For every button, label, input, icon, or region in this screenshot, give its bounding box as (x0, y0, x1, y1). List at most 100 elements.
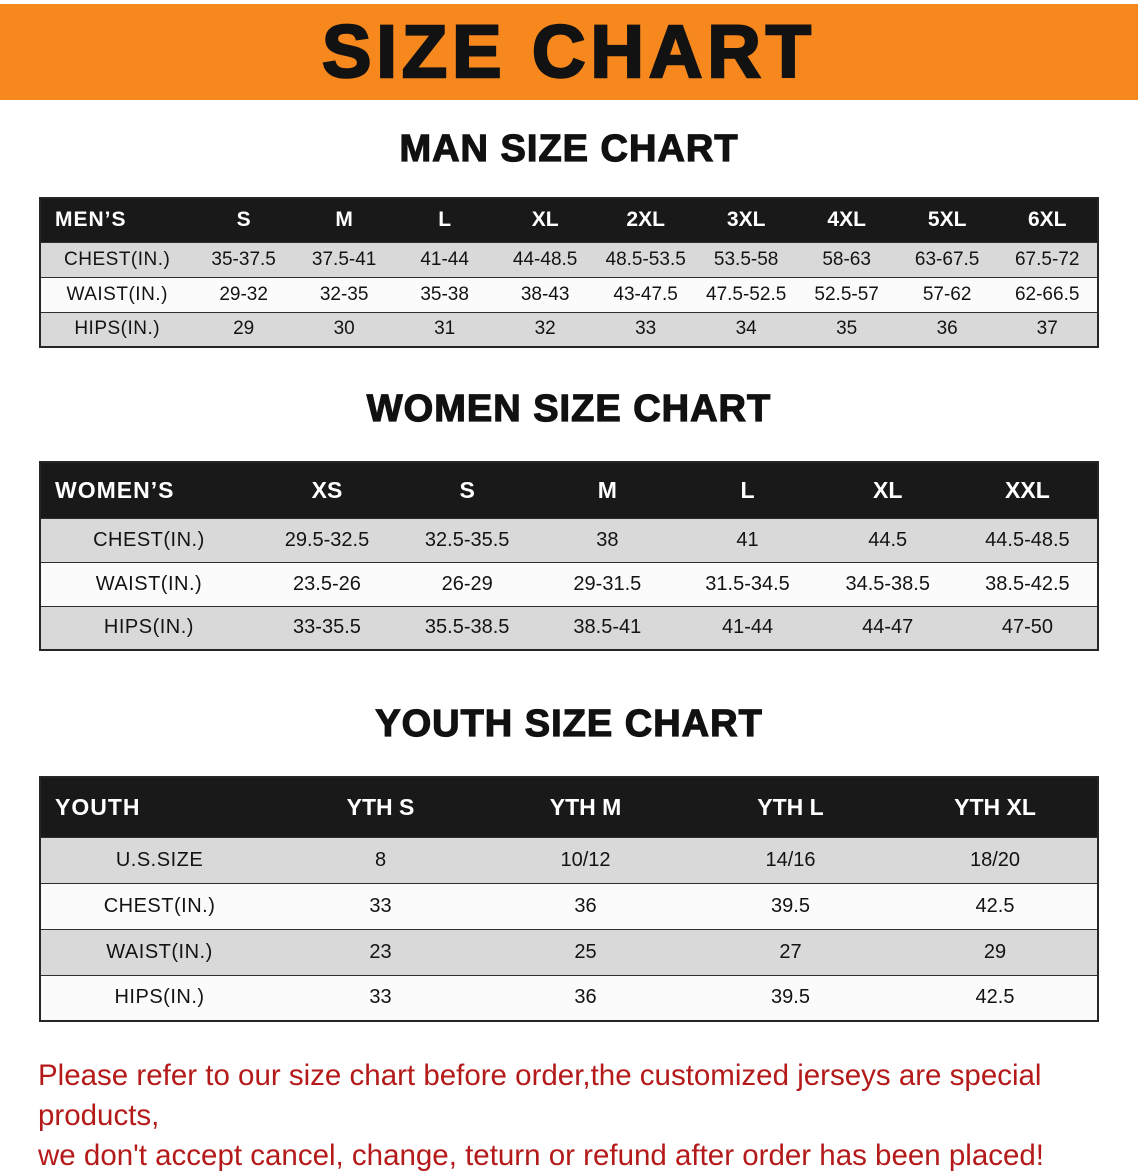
row-label: CHEST(IN.) (40, 517, 257, 563)
row-label: HIPS(IN.) (40, 311, 194, 348)
size-value: 23.5-26 (256, 561, 398, 607)
size-value: 42.5 (893, 882, 1098, 930)
table-row: WAIST(IN.) 29-32 32-35 35-38 38-43 43-47.5 47.… (40, 276, 1098, 313)
table-header-row: YOUTH YTH S YTH M YTH L YTH XL (40, 776, 1098, 838)
table-title-cell: MEN’S (40, 197, 194, 243)
size-value: 47.5-52.5 (695, 276, 797, 313)
disclaimer-line-2: we don't accept cancel, change, teturn o… (38, 1138, 1044, 1172)
youth-section: YOUTH SIZE CHART YOUTH YTH S YTH M YTH L YTH… (0, 702, 1138, 1022)
table-row: WAIST(IN.) 23 25 27 29 (40, 928, 1098, 976)
size-value: 37.5-41 (293, 241, 395, 278)
size-value: 27 (688, 928, 893, 976)
size-value: 39.5 (688, 882, 893, 930)
size-value: 33-35.5 (256, 605, 398, 651)
size-value: 33 (278, 974, 484, 1022)
table-row: HIPS(IN.) 33 36 39.5 42.5 (40, 974, 1098, 1022)
row-label: CHEST(IN.) (40, 241, 194, 278)
size-value: 36 (896, 311, 998, 348)
size-column-header: XXL (957, 461, 1098, 519)
size-value: 44-47 (817, 605, 958, 651)
banner: SIZE CHART (0, 4, 1138, 100)
row-label: HIPS(IN.) (40, 974, 279, 1022)
size-value: 29-32 (193, 276, 294, 313)
table-row: CHEST(IN.) 29.5-32.5 32.5-35.5 38 41 44.5 44.5… (40, 517, 1098, 563)
size-value: 41 (677, 517, 818, 563)
size-value: 35-38 (394, 276, 495, 313)
size-value: 31 (394, 311, 495, 348)
size-value: 33 (278, 882, 484, 930)
table-header-row: MEN’S S M L XL 2XL 3XL 4XL 5XL 6XL (40, 197, 1098, 243)
women-chart-heading: WOMEN SIZE CHART (366, 387, 772, 430)
size-value: 37 (997, 311, 1098, 348)
size-column-header: S (193, 197, 294, 243)
size-value: 8 (278, 836, 484, 884)
table-row: CHEST(IN.) 33 36 39.5 42.5 (40, 882, 1098, 930)
size-column-header: 2XL (595, 197, 696, 243)
size-value: 29 (893, 928, 1098, 976)
size-value: 10/12 (483, 836, 689, 884)
row-label: WAIST(IN.) (40, 561, 257, 607)
size-value: 58-63 (796, 241, 897, 278)
size-value: 29 (193, 311, 294, 348)
men-section: MAN SIZE CHART MEN’S S M L XL 2XL 3XL 4XL 5XL 6XL… (0, 127, 1138, 348)
size-value: 29.5-32.5 (256, 517, 398, 563)
size-column-header: M (537, 461, 678, 519)
table-row: HIPS(IN.) 33-35.5 35.5-38.5 38.5-41 41-44 44-… (40, 605, 1098, 651)
size-value: 35.5-38.5 (397, 605, 538, 651)
size-value: 44.5 (817, 517, 958, 563)
row-label: WAIST(IN.) (40, 276, 194, 313)
size-value: 25 (483, 928, 689, 976)
size-value: 32-35 (293, 276, 395, 313)
size-column-header: L (394, 197, 495, 243)
size-column-header: S (397, 461, 538, 519)
size-value: 47-50 (957, 605, 1098, 651)
size-value: 26-29 (397, 561, 538, 607)
size-value: 42.5 (893, 974, 1098, 1022)
size-value: 32.5-35.5 (397, 517, 538, 563)
size-value: 29-31.5 (537, 561, 678, 607)
table-title-cell: YOUTH (40, 776, 279, 838)
table-title-cell: WOMEN’S (40, 461, 257, 519)
size-value: 23 (278, 928, 484, 976)
size-value: 38.5-41 (537, 605, 678, 651)
size-value: 52.5-57 (796, 276, 897, 313)
size-column-header: XL (817, 461, 958, 519)
size-value: 34.5-38.5 (817, 561, 958, 607)
size-column-header: YTH M (483, 776, 689, 838)
size-column-header: YTH L (688, 776, 893, 838)
size-value: 62-66.5 (997, 276, 1098, 313)
disclaimer: Please refer to our size chart before or… (0, 1056, 1138, 1175)
size-value: 33 (595, 311, 696, 348)
size-value: 30 (293, 311, 395, 348)
size-value: 31.5-34.5 (677, 561, 818, 607)
size-column-header: 3XL (695, 197, 797, 243)
size-column-header: XS (256, 461, 398, 519)
disclaimer-text: Please refer to our size chart before or… (38, 1056, 1100, 1175)
size-column-header: YTH XL (893, 776, 1098, 838)
size-column-header: 6XL (997, 197, 1098, 243)
size-value: 41-44 (677, 605, 818, 651)
size-value: 35 (796, 311, 897, 348)
size-column-header: L (677, 461, 818, 519)
size-column-header: 4XL (796, 197, 897, 243)
size-value: 38.5-42.5 (957, 561, 1098, 607)
size-value: 63-67.5 (896, 241, 998, 278)
size-value: 39.5 (688, 974, 893, 1022)
row-label: WAIST(IN.) (40, 928, 279, 976)
size-value: 35-37.5 (193, 241, 294, 278)
size-value: 53.5-58 (695, 241, 797, 278)
table-header-row: WOMEN’S XS S M L XL XXL (40, 461, 1098, 519)
size-value: 32 (494, 311, 596, 348)
size-value: 18/20 (893, 836, 1098, 884)
table-row: HIPS(IN.) 29 30 31 32 33 34 35 36 37 (40, 311, 1098, 348)
women-size-table: WOMEN’S XS S M L XL XXL CHEST(IN.) 29.5-32.5 32.5… (39, 461, 1099, 651)
size-value: 41-44 (394, 241, 495, 278)
table-row: CHEST(IN.) 35-37.5 37.5-41 41-44 44-48.5 48.5… (40, 241, 1098, 278)
size-value: 38-43 (494, 276, 596, 313)
size-value: 36 (483, 882, 689, 930)
size-value: 38 (537, 517, 678, 563)
size-value: 67.5-72 (997, 241, 1098, 278)
men-chart-heading: MAN SIZE CHART (399, 127, 739, 170)
table-row: WAIST(IN.) 23.5-26 26-29 29-31.5 31.5-34.5 34… (40, 561, 1098, 607)
